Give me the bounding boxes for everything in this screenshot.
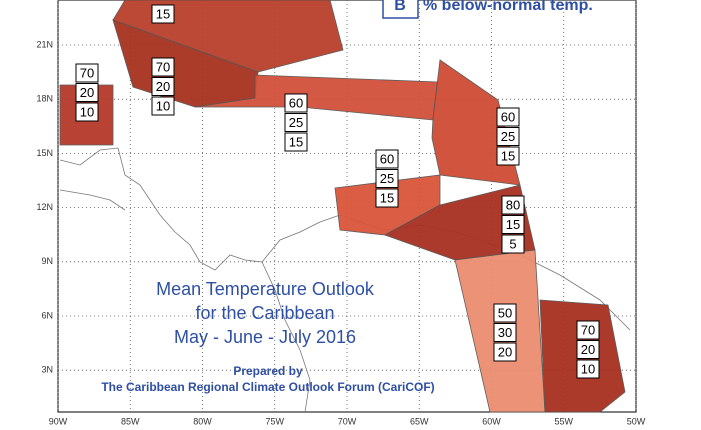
- lon-tick-label: 55W: [554, 416, 573, 426]
- value-label: 20: [80, 85, 94, 100]
- value-label: 20: [581, 342, 595, 357]
- value-label: 70: [581, 322, 595, 337]
- title-line: May - June - July 2016: [174, 327, 356, 347]
- value-box: [375, 188, 399, 208]
- value-label: 15: [289, 134, 303, 149]
- legend-key-box: [382, 0, 419, 19]
- credit-line: The Caribbean Regional Climate Outlook F…: [101, 380, 434, 394]
- credit-line: Prepared by: [233, 364, 303, 378]
- region: [384, 184, 536, 261]
- value-label: 15: [506, 217, 520, 232]
- value-box: [75, 83, 99, 102]
- title-line: for the Caribbean: [195, 303, 334, 323]
- value-box: [284, 113, 308, 132]
- value-box: [501, 215, 525, 234]
- value-label: 30: [498, 325, 512, 340]
- region-labels: 15 70 20 10 70 20 10 60 25 15 60 25 15 60 25 15 80 15 5 50 3…: [75, 4, 600, 379]
- value-label: 50: [498, 305, 512, 320]
- value-label: 25: [380, 171, 394, 186]
- value-box: [576, 340, 600, 359]
- value-box: [493, 303, 517, 323]
- lon-tick-label: 50W: [627, 416, 646, 426]
- value-box: [75, 102, 99, 122]
- value-label: 20: [498, 344, 512, 359]
- value-label: 15: [156, 6, 170, 21]
- value-label: 10: [80, 104, 94, 119]
- value-label: 5: [509, 236, 516, 251]
- value-label: 15: [501, 148, 515, 163]
- value-box: [493, 323, 517, 342]
- title-line: Mean Temperature Outlook: [156, 279, 375, 299]
- lat-tick-label: 3N: [41, 365, 53, 375]
- lat-tick-label: 21N: [36, 39, 53, 49]
- value-label: 70: [80, 65, 94, 80]
- value-label: 80: [506, 197, 520, 212]
- lat-tick-label: 6N: [41, 310, 53, 320]
- value-box: [501, 234, 525, 254]
- value-box: [496, 127, 520, 146]
- value-box: [75, 63, 99, 83]
- value-label: 20: [156, 79, 170, 94]
- lat-tick-label: 12N: [36, 202, 53, 212]
- value-box: [284, 132, 308, 152]
- lon-tick-label: 90W: [49, 416, 68, 426]
- value-box: [496, 107, 520, 127]
- lon-tick-label: 70W: [338, 416, 357, 426]
- value-label: 60: [501, 109, 515, 124]
- value-label: 15: [380, 190, 394, 205]
- lat-tick-label: 15N: [36, 148, 53, 158]
- lat-tick-label: 18N: [36, 94, 53, 104]
- value-box: [151, 57, 175, 77]
- value-label: 70: [156, 59, 170, 74]
- value-box: [284, 93, 308, 113]
- lat-tick-label: 9N: [41, 256, 53, 266]
- value-box: [493, 342, 517, 362]
- value-box: [501, 195, 525, 215]
- value-box: [151, 4, 175, 24]
- lon-tick-label: 60W: [482, 416, 501, 426]
- value-label: 10: [581, 361, 595, 376]
- value-box: [576, 320, 600, 340]
- value-box: [375, 149, 399, 169]
- coastline: [59, 147, 341, 271]
- value-box: [375, 169, 399, 188]
- value-label: 60: [289, 95, 303, 110]
- coastline: [261, 261, 311, 413]
- legend-text: % below-normal temp.: [423, 0, 593, 14]
- value-label: 25: [289, 115, 303, 130]
- value-label: 25: [501, 129, 515, 144]
- lon-tick-label: 85W: [121, 416, 140, 426]
- lon-tick-label: 75W: [265, 416, 284, 426]
- value-label: 60: [380, 151, 394, 166]
- lon-tick-label: 65W: [410, 416, 429, 426]
- legend-key: B: [394, 0, 406, 14]
- value-box: [151, 96, 175, 116]
- coastline: [59, 189, 126, 211]
- value-box: [151, 77, 175, 96]
- value-label: 10: [156, 98, 170, 113]
- value-box: [576, 359, 600, 379]
- value-box: [496, 146, 520, 166]
- lon-tick-label: 80W: [193, 416, 212, 426]
